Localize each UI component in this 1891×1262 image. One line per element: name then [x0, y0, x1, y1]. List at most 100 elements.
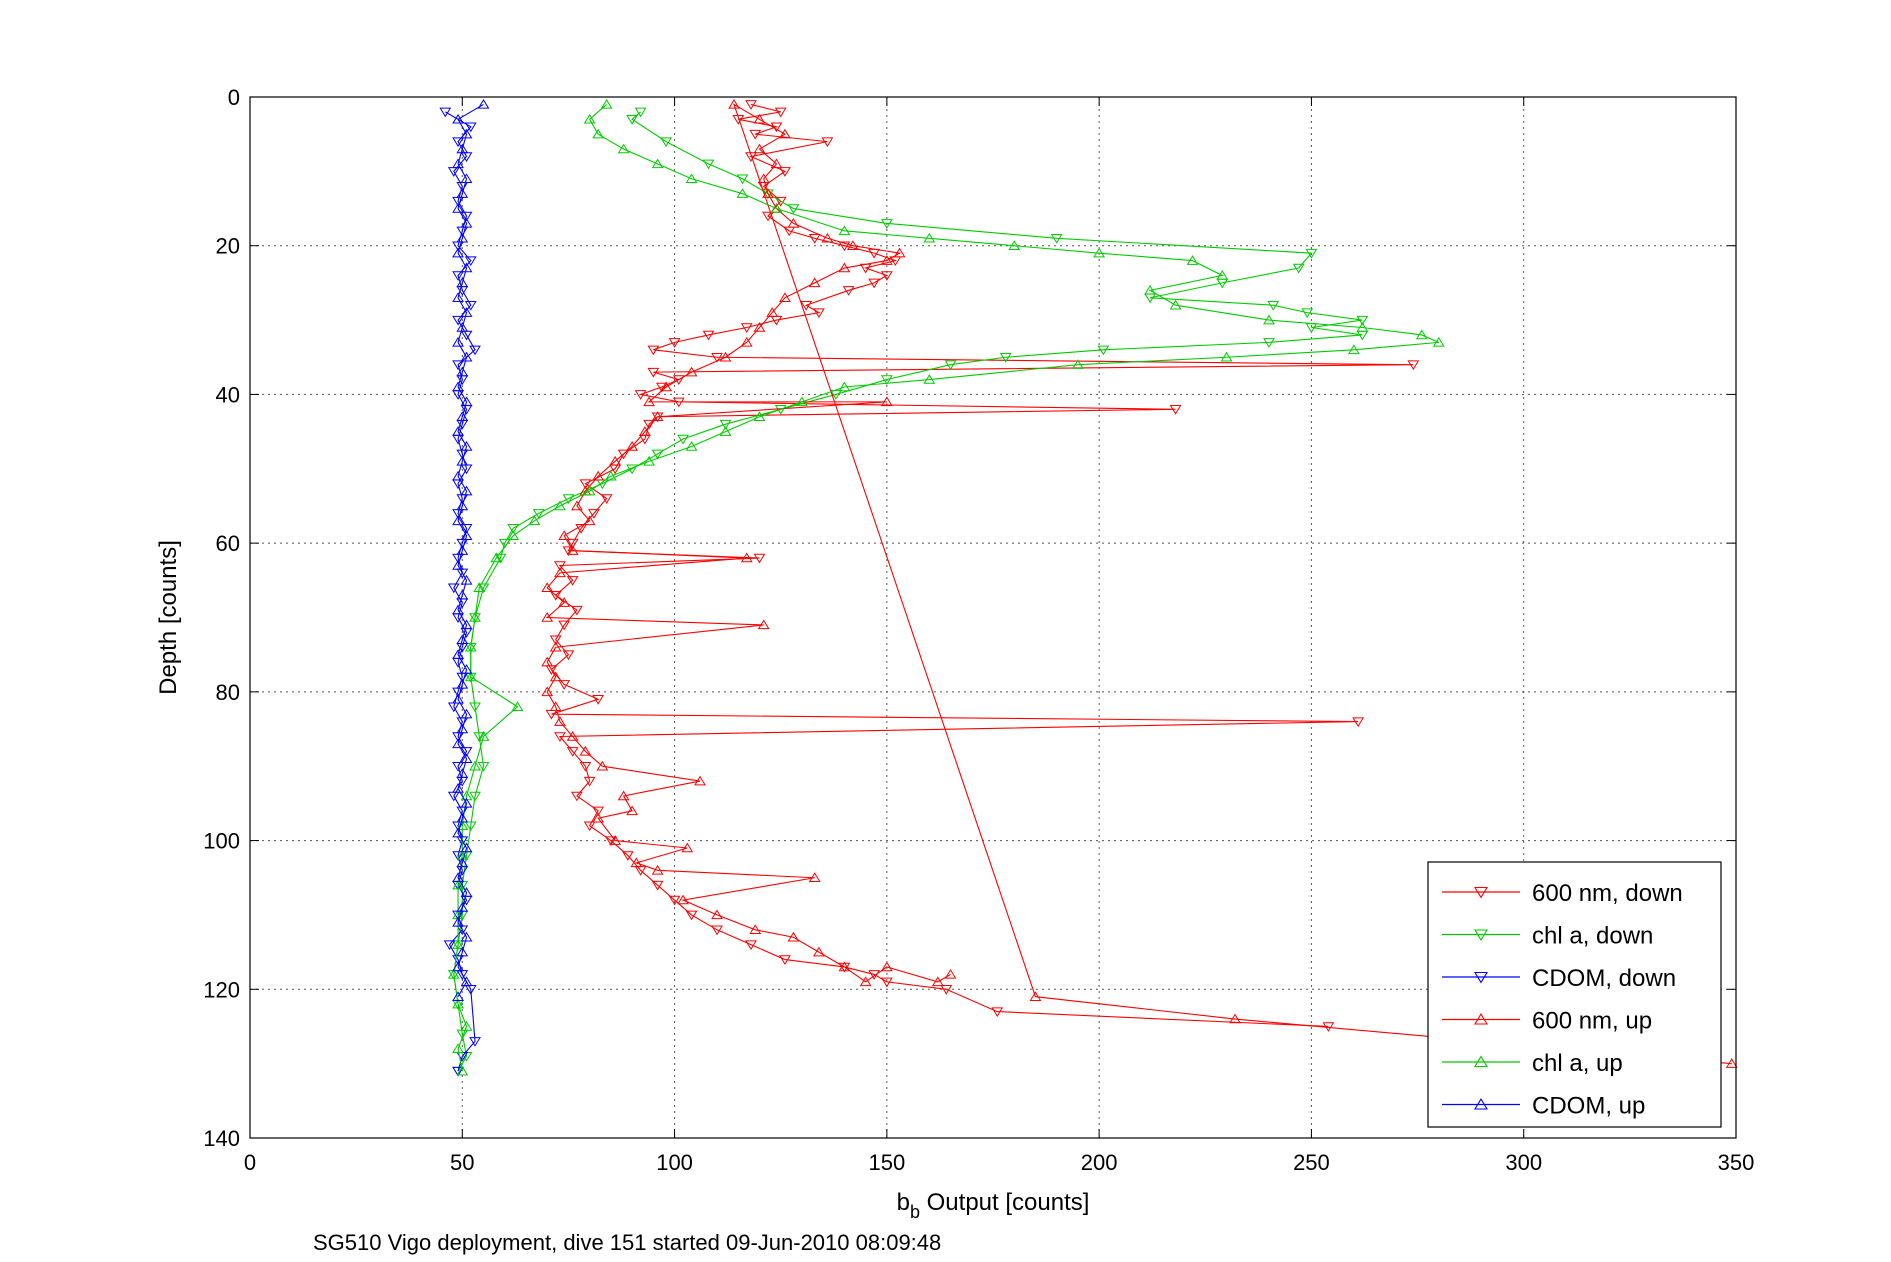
data-point — [1029, 991, 1042, 1001]
data-point — [452, 991, 464, 1001]
grid — [250, 97, 1736, 1138]
data-point — [592, 806, 605, 817]
data-point — [923, 374, 936, 384]
data-point — [719, 351, 732, 362]
data-point — [460, 574, 473, 585]
data-point — [477, 583, 490, 594]
data-point — [477, 761, 490, 772]
data-point — [821, 232, 834, 243]
data-point — [583, 113, 596, 124]
legend-marker-sample — [1474, 971, 1488, 984]
data-point — [456, 366, 469, 377]
data-point — [460, 128, 473, 139]
data-point — [452, 247, 464, 258]
x-tick-label: 200 — [1081, 1150, 1118, 1175]
legend-box — [1427, 861, 1722, 1128]
data-point — [456, 411, 469, 421]
data-point — [1356, 315, 1369, 326]
data-point — [1008, 240, 1021, 250]
data-point — [456, 143, 469, 154]
data-point — [460, 307, 473, 317]
y-tick-label: 40 — [216, 382, 240, 407]
data-point — [740, 552, 753, 563]
data-point — [753, 322, 766, 332]
data-point — [1415, 329, 1428, 340]
legend-label: CDOM, up — [1532, 1093, 1645, 1120]
data-point — [452, 872, 464, 882]
data-point — [541, 656, 554, 667]
data-point — [456, 768, 469, 778]
data-point — [660, 381, 672, 392]
data-point — [575, 524, 588, 534]
data-point — [1050, 234, 1063, 244]
data-point — [787, 217, 800, 228]
data-point — [562, 546, 575, 557]
data-point — [685, 366, 698, 377]
data-point — [507, 524, 520, 534]
data-point — [579, 761, 592, 772]
data-point — [460, 396, 473, 407]
data-point — [753, 143, 766, 154]
data-point — [1292, 263, 1305, 274]
data-point — [456, 232, 469, 243]
legend-entry: chl a, down — [1442, 923, 1653, 950]
data-point — [626, 805, 639, 816]
data-point — [592, 128, 605, 139]
y-tick-label: 60 — [216, 531, 240, 556]
x-axis-label-rest: Output [counts] — [920, 1189, 1089, 1216]
data-point — [660, 137, 672, 148]
data-point — [736, 174, 749, 185]
data-point — [859, 976, 872, 987]
legend-label: chl a, down — [1532, 923, 1653, 950]
x-axis-label: bb Output [counts] — [897, 1189, 1090, 1222]
data-point — [464, 256, 477, 267]
data-point — [787, 931, 800, 942]
data-point — [813, 308, 825, 319]
data-point — [1305, 248, 1318, 259]
data-point — [808, 234, 821, 244]
data-point — [469, 791, 481, 802]
data-point — [779, 167, 791, 177]
series-5 — [452, 98, 490, 1001]
data-point — [796, 396, 808, 407]
data-point — [464, 671, 477, 682]
data-point — [566, 538, 579, 549]
data-point — [1229, 1013, 1241, 1024]
data-point — [745, 940, 757, 951]
data-point — [511, 701, 524, 711]
data-point — [880, 219, 893, 229]
data-point — [452, 559, 464, 570]
data-point — [596, 760, 609, 771]
data-point — [621, 851, 634, 861]
data-point — [770, 122, 783, 133]
data-point — [617, 143, 630, 154]
x-tick-label: 100 — [656, 1150, 693, 1175]
data-point — [579, 745, 592, 756]
data-point — [1216, 269, 1229, 280]
data-point — [558, 597, 571, 607]
data-point — [702, 159, 715, 170]
data-point — [647, 367, 660, 378]
data-point — [460, 753, 473, 764]
data-point — [541, 612, 554, 622]
data-point — [1093, 247, 1106, 258]
data-point — [460, 664, 473, 674]
data-point — [779, 128, 791, 139]
data-point — [477, 731, 490, 741]
data-point — [923, 232, 936, 243]
data-point — [749, 129, 762, 140]
data-point — [940, 985, 953, 995]
data-point — [643, 455, 655, 466]
data-point — [880, 977, 893, 988]
data-point — [651, 864, 664, 875]
data-point — [830, 390, 842, 400]
data-point — [456, 188, 469, 198]
data-point — [571, 500, 583, 511]
data-point — [452, 851, 464, 861]
data-point — [800, 300, 813, 311]
data-point — [554, 732, 566, 742]
data-point — [740, 323, 753, 333]
data-point — [507, 530, 520, 540]
data-point — [554, 567, 566, 578]
data-point — [452, 961, 464, 972]
